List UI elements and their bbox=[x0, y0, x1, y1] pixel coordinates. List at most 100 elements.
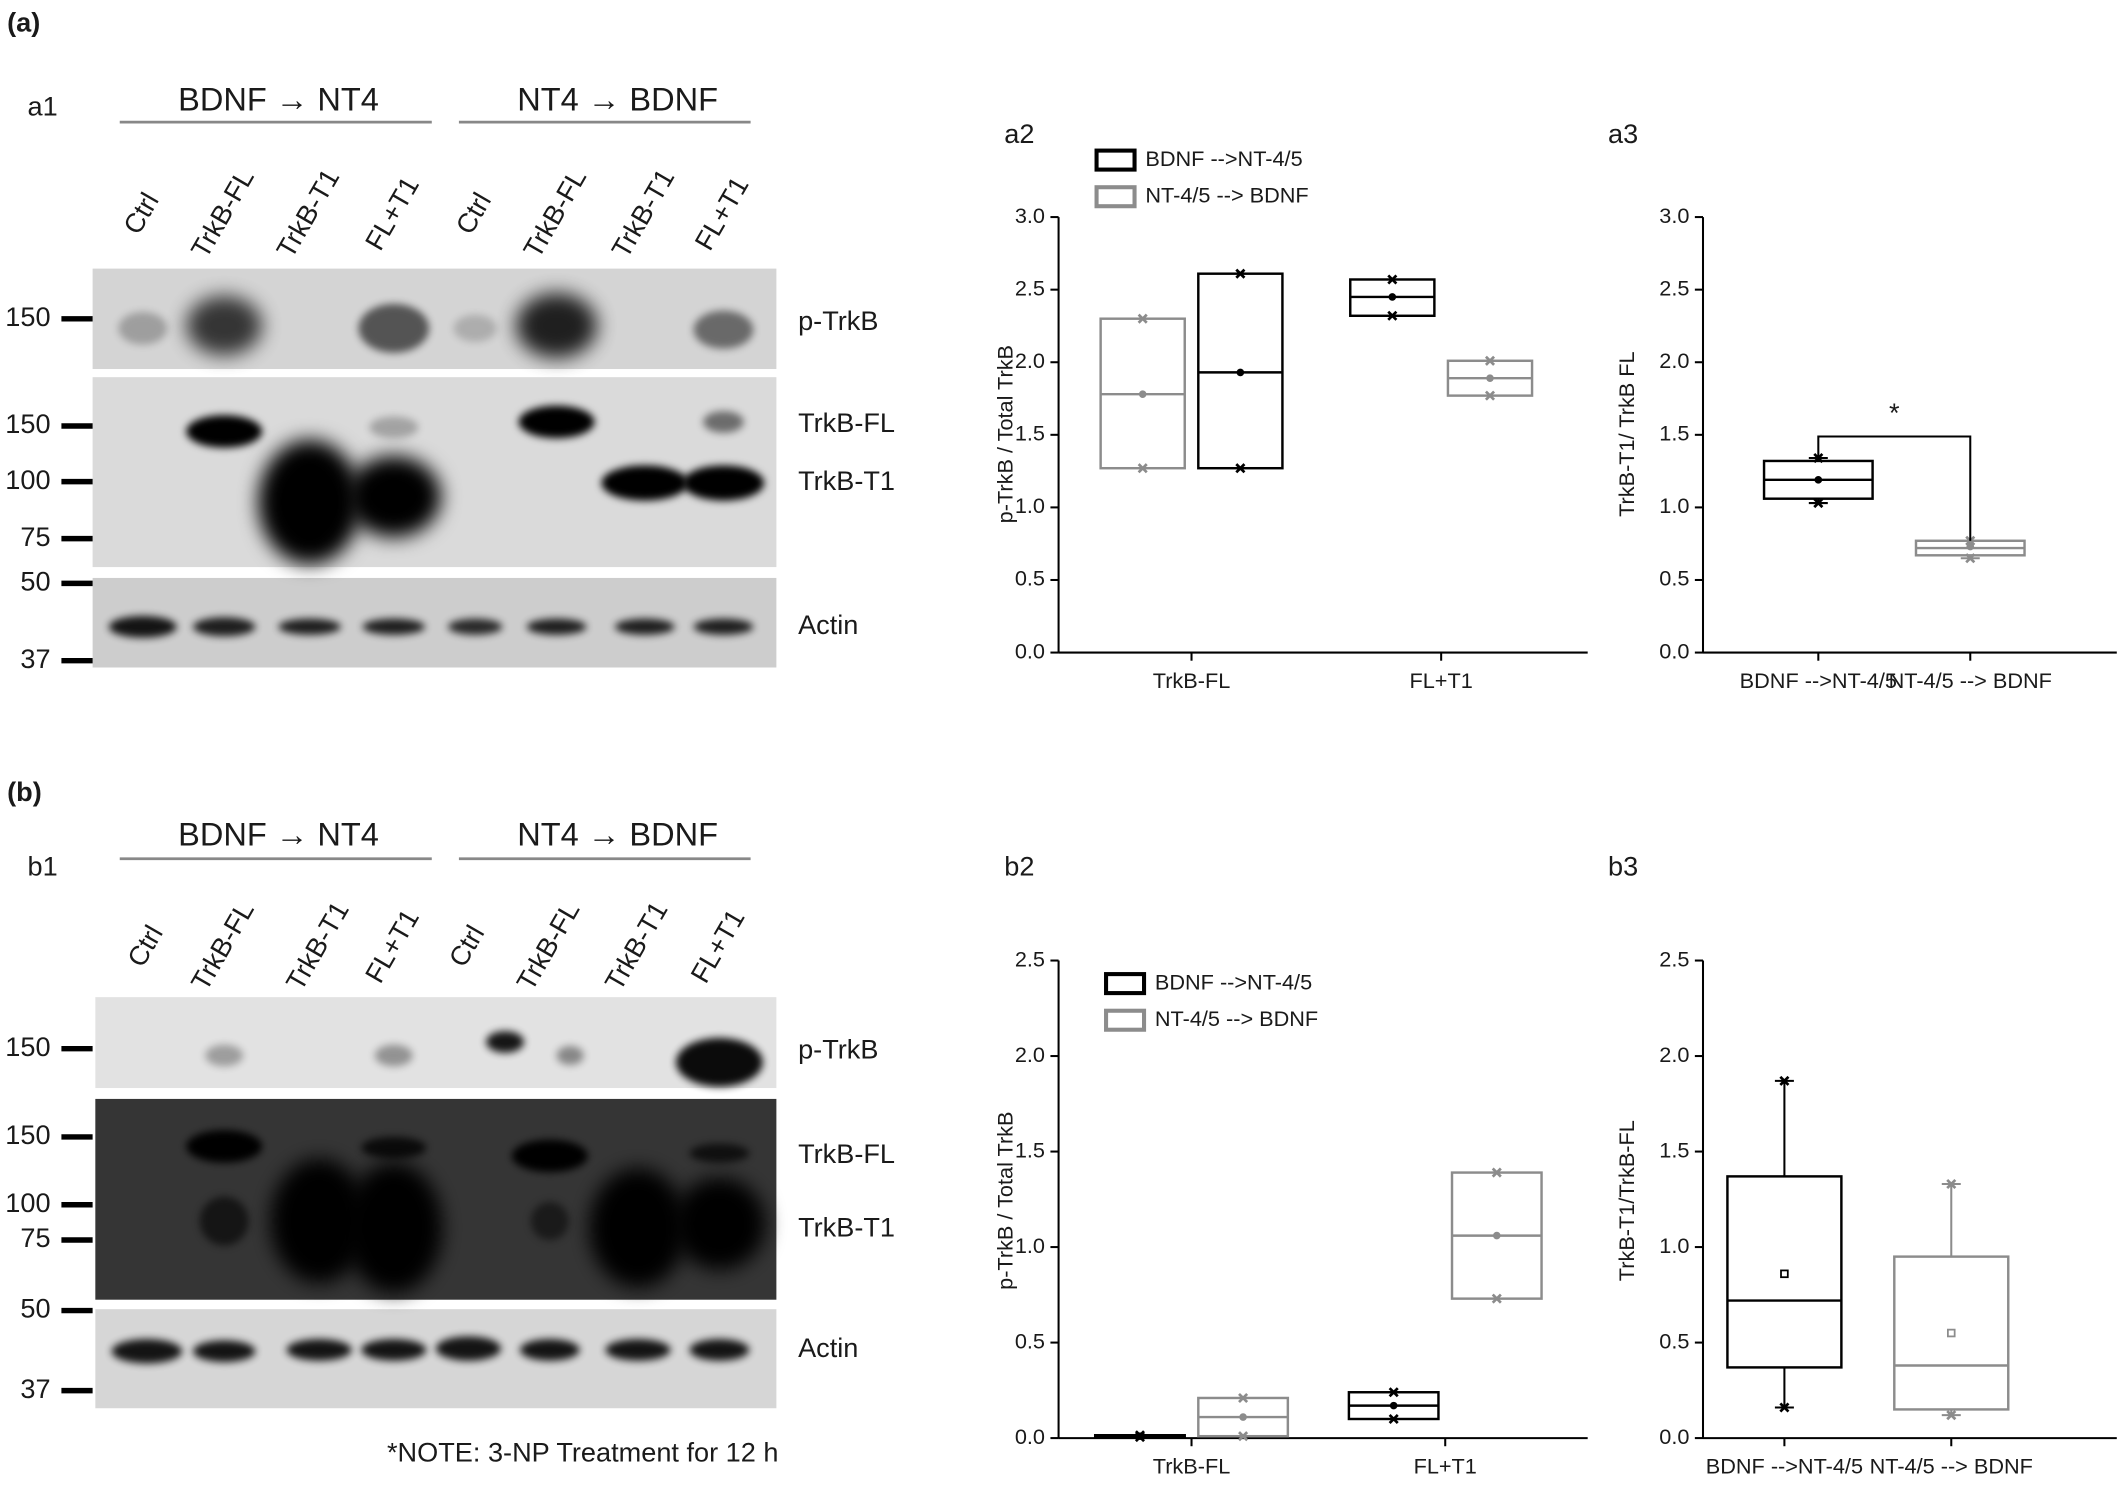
panel-label: (a) bbox=[7, 7, 40, 38]
band bbox=[118, 312, 168, 345]
band bbox=[689, 1339, 750, 1361]
band bbox=[278, 618, 341, 635]
mean-marker bbox=[1136, 1432, 1144, 1440]
band bbox=[369, 416, 419, 439]
mw-marker: 150 bbox=[5, 1119, 50, 1150]
y-tick-label: 0.0 bbox=[1659, 1424, 1689, 1449]
band bbox=[361, 1136, 427, 1159]
mean-marker bbox=[1389, 1401, 1398, 1410]
y-axis-label: TrkB-T1/TrkB-FL bbox=[1614, 1120, 1639, 1281]
lane-label: TrkB-FL bbox=[185, 163, 260, 262]
extreme-marker bbox=[1137, 313, 1148, 324]
band-label: TrkB-FL bbox=[798, 1138, 895, 1169]
band bbox=[361, 1339, 427, 1361]
band bbox=[286, 1339, 352, 1361]
band bbox=[448, 618, 503, 635]
y-tick-label: 1.5 bbox=[1015, 421, 1045, 446]
band bbox=[589, 1168, 687, 1288]
extreme-marker bbox=[1491, 1293, 1502, 1304]
mw-marker: 37 bbox=[20, 643, 50, 674]
lane-label: TrkB-T1 bbox=[605, 163, 680, 262]
y-tick-label: 1.5 bbox=[1015, 1137, 1045, 1162]
band bbox=[614, 618, 675, 635]
mw-marker: 100 bbox=[5, 464, 50, 495]
band-label: TrkB-T1 bbox=[798, 1211, 895, 1242]
band bbox=[518, 405, 595, 439]
legend-swatch bbox=[1104, 1008, 1147, 1032]
legend-label: NT-4/5 --> BDNF bbox=[1145, 182, 1308, 207]
lane-label: FL+T1 bbox=[684, 904, 750, 988]
y-axis-label: p-TrkB / Total TrkB bbox=[993, 345, 1018, 523]
lane-label: FL+T1 bbox=[359, 904, 425, 988]
extreme-marker bbox=[1946, 1410, 1957, 1421]
legend-label: NT-4/5 --> BDNF bbox=[1155, 1006, 1318, 1031]
band bbox=[453, 314, 497, 342]
x-tick-label: TrkB-FL bbox=[1153, 1454, 1231, 1479]
y-tick-label: 2.0 bbox=[1659, 348, 1689, 373]
mw-marker: 37 bbox=[20, 1373, 50, 1404]
y-tick-label: 0.5 bbox=[1659, 566, 1689, 591]
band bbox=[186, 415, 263, 448]
panel-label: (b) bbox=[7, 776, 42, 807]
lane-label: Ctrl bbox=[442, 920, 490, 972]
band-label: Actin bbox=[798, 609, 858, 640]
x-tick-label: NT-4/5 --> BDNF bbox=[1889, 668, 2052, 693]
band-label: p-TrkB bbox=[798, 1034, 878, 1065]
lane-label: Ctrl bbox=[121, 920, 169, 972]
band bbox=[435, 1336, 501, 1361]
band bbox=[693, 310, 754, 349]
group-header: BDNF → NT4 bbox=[178, 81, 379, 117]
x-tick-label: TrkB-FL bbox=[1153, 668, 1231, 693]
extreme-marker bbox=[1387, 274, 1398, 285]
band bbox=[362, 618, 425, 635]
band bbox=[186, 295, 263, 356]
mean-marker bbox=[1966, 542, 1975, 551]
mean-marker bbox=[1814, 476, 1823, 484]
panel-label: b2 bbox=[1004, 850, 1034, 881]
legend-swatch bbox=[1104, 972, 1147, 996]
band bbox=[344, 1162, 443, 1293]
band bbox=[556, 1046, 584, 1065]
box bbox=[1893, 1255, 2010, 1411]
y-axis-label: TrkB-T1/ TrkB FL bbox=[1614, 351, 1639, 516]
blot-strip bbox=[95, 997, 777, 1089]
extreme-marker bbox=[1388, 1413, 1399, 1425]
band bbox=[675, 1037, 763, 1087]
extreme-marker bbox=[1965, 553, 1976, 564]
mw-marker: 150 bbox=[5, 408, 50, 439]
band bbox=[519, 1339, 580, 1361]
y-tick-label: 1.5 bbox=[1659, 421, 1689, 446]
y-tick-label: 2.0 bbox=[1015, 1042, 1045, 1067]
mw-marker: 150 bbox=[5, 1031, 50, 1062]
group-header: NT4 → BDNF bbox=[517, 81, 718, 117]
significance-bracket bbox=[1817, 435, 1972, 541]
band bbox=[526, 618, 587, 635]
mw-marker: 100 bbox=[5, 1187, 50, 1218]
band bbox=[358, 303, 430, 353]
lane-label: Ctrl bbox=[117, 187, 165, 239]
y-tick-label: 3.0 bbox=[1659, 203, 1689, 228]
mean-marker bbox=[1947, 1328, 1956, 1338]
extreme-marker bbox=[1965, 535, 1976, 546]
x-tick-label: FL+T1 bbox=[1410, 668, 1473, 693]
y-tick-label: 1.0 bbox=[1015, 493, 1045, 518]
panel-label: a3 bbox=[1608, 118, 1638, 149]
lane-label: TrkB-FL bbox=[517, 163, 592, 262]
lane-label: TrkB-T1 bbox=[598, 896, 673, 995]
lane-label: TrkB-FL bbox=[185, 896, 260, 995]
y-tick-label: 0.0 bbox=[1659, 638, 1689, 663]
band bbox=[530, 1202, 569, 1241]
band bbox=[511, 1139, 588, 1173]
legend-label: BDNF -->NT-4/5 bbox=[1145, 146, 1302, 171]
lane-label: TrkB-T1 bbox=[280, 896, 355, 995]
mean-marker bbox=[1486, 374, 1494, 383]
y-tick-label: 0.5 bbox=[1015, 566, 1045, 591]
band bbox=[693, 618, 754, 635]
mean-marker bbox=[1138, 390, 1147, 398]
band-label: TrkB-T1 bbox=[798, 465, 895, 496]
blot-strip bbox=[92, 577, 777, 668]
box bbox=[1726, 1175, 1843, 1369]
extreme-marker bbox=[1137, 463, 1148, 474]
extreme-marker bbox=[1484, 390, 1496, 401]
mean-marker bbox=[1239, 1413, 1247, 1421]
